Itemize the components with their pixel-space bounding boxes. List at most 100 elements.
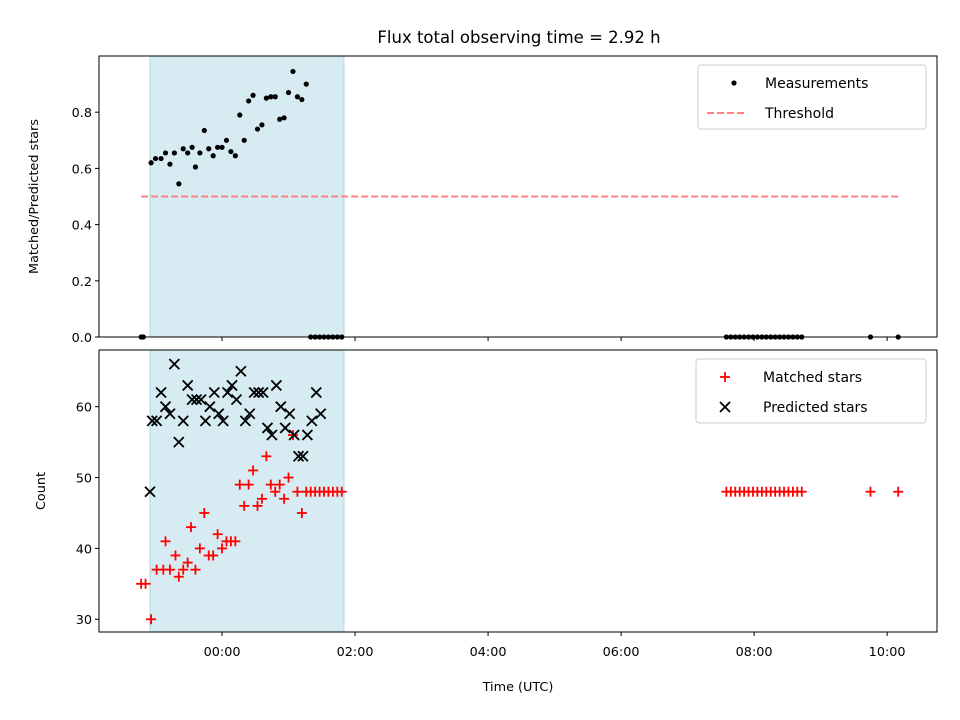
bottom-y-ticks: 30 40 50 60 [76,401,99,628]
measurement-point [268,94,274,100]
measurement-point [180,146,186,152]
measurement-point [158,155,164,162]
y-tick-label: 30 [76,613,92,628]
legend-cross-icon [719,401,731,413]
predicted-star-point [195,393,207,406]
x-tick-label: 06:00 [603,645,640,660]
measurement-point [246,98,252,104]
legend-dot-icon [731,80,737,86]
predicted-star-point [146,415,158,427]
matched-star-point [186,522,197,533]
predicted-star-point [284,408,296,420]
legend-label: Matched stars [763,370,862,386]
measurement-point [152,155,159,162]
chart-title: Flux total observing time = 2.92 h [377,28,660,47]
measurement-point [197,150,203,156]
measurement-point [228,148,234,155]
measurement-point [176,181,182,187]
measurement-point [299,96,305,103]
predicted-star-point [261,422,274,434]
x-axis-label: Time (UTC) [482,680,554,695]
matched-star-point [239,500,250,511]
measurement-point [148,160,154,166]
measurement-point [237,112,243,118]
measurement-point [241,137,247,143]
x-tick-label: 04:00 [470,645,507,660]
predicted-star-point [235,365,247,377]
y-tick-label: 60 [76,401,92,416]
matched-star-point [160,536,171,547]
matched-star-point [296,507,307,518]
predicted-star-point [144,486,156,498]
measurement-point [210,153,216,159]
matched-star-point [212,529,223,540]
matched-star-point [292,486,303,497]
predicted-star-point [190,393,203,406]
predicted-star-point [270,379,282,392]
top-y-axis-label: Matched/Predicted stars [27,119,42,274]
measurement-point [162,150,169,156]
matched-star-point [256,493,267,504]
bottom-y-axis-label: Count [34,472,49,510]
matched-star-point [234,479,245,490]
y-tick-label: 50 [76,472,92,487]
top-panel: 0.00.20.40.60.8 Matched/Predicted stars … [27,55,938,346]
top-y-ticks: 0.0 0.2 0.4 0.6 0.8 [72,106,99,346]
y-tick-label: 0.0 [72,331,92,346]
matched-star-point [865,486,876,497]
matched-star-point [194,543,205,554]
measurement-point [192,164,199,170]
matched-star-point [265,479,276,490]
predicted-star-point [204,401,216,413]
x-tick-label: 10:00 [869,645,906,660]
predicted-star-point [182,379,194,392]
measurement-point [294,94,301,100]
top-axes-frame [98,55,938,338]
predicted-star-point [292,450,305,462]
matched-star-point [164,564,175,575]
predicted-star-point [168,358,181,370]
predicted-star-point [306,415,318,427]
matched-star-point [140,578,151,589]
matched-star-point [173,571,184,582]
legend-plus-icon [720,372,730,382]
predicted-star-point [186,393,198,406]
measurement-point [215,144,221,150]
measurement-point [285,89,292,96]
measurement-point [277,116,283,122]
measurement-point [303,81,309,87]
measurement-point [259,122,265,128]
predicted-star-point [151,415,163,427]
x-tick-label: 02:00 [337,645,374,660]
matched-star-point [178,564,189,575]
legend-box [697,64,927,130]
predicted-star-point [226,379,238,392]
predicted-star-point [288,429,300,441]
predicted-star-point [257,386,269,399]
measurement-point [219,144,225,150]
measurement-point [201,127,207,134]
x-tick-label: 00:00 [204,645,241,660]
predicted-star-point [230,393,243,406]
predicted-star-point [159,401,172,413]
measurement-point [272,94,278,100]
predicted-star-point [173,436,185,448]
top-plot-area [138,55,901,340]
predicted-star-point [208,386,220,399]
matched-star-point [279,493,290,504]
legend-label: Predicted stars [763,400,868,416]
predicted-star-point [164,408,176,420]
bottom-plot-area [136,349,904,633]
matched-star-point [893,486,904,497]
measurement-point [232,153,238,159]
measurement-point [263,95,269,101]
predicted-star-point [297,450,309,462]
y-tick-label: 0.2 [72,275,92,290]
legend-label: Measurements [765,76,868,92]
measurement-point [281,115,287,121]
measurement-point [206,146,212,152]
matched-star-point [208,550,219,561]
predicted-star-point [266,429,278,441]
predicted-star-point [279,422,291,434]
